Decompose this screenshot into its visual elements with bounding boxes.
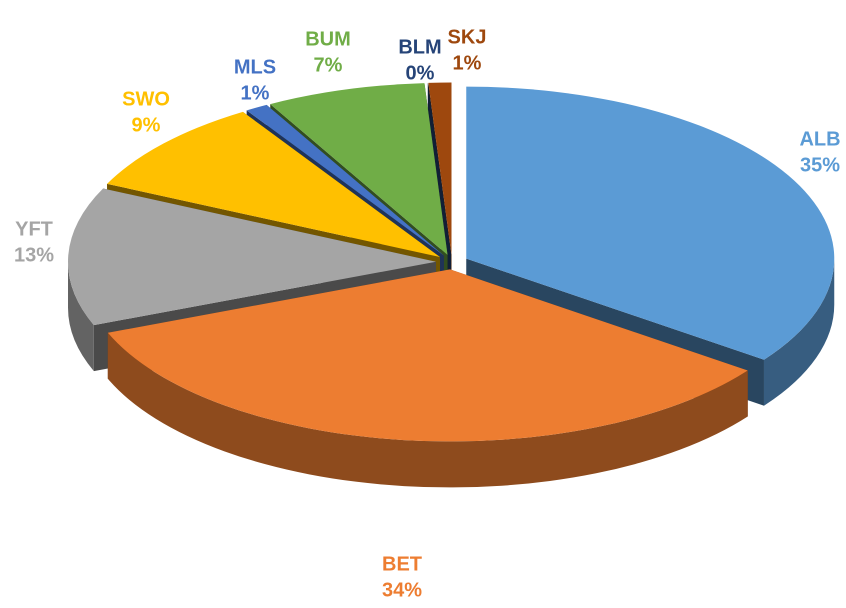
- label-value: 1%: [241, 82, 270, 104]
- label-name: BLM: [398, 36, 441, 58]
- label-value: 1%: [453, 52, 482, 74]
- slice-wall: [763, 258, 835, 406]
- label-value: 0%: [406, 62, 435, 84]
- label-value: 35%: [800, 154, 840, 176]
- slice-top: [68, 188, 437, 326]
- label-name: SWO: [122, 88, 170, 110]
- label-name: BUM: [305, 28, 351, 50]
- label-value: 13%: [14, 244, 54, 266]
- label-name: ALB: [799, 128, 840, 150]
- label-value: 34%: [382, 579, 422, 601]
- label-value: 7%: [314, 54, 343, 76]
- label-name: YFT: [15, 218, 53, 240]
- slice-top: [270, 83, 448, 255]
- slice-top: [466, 86, 835, 360]
- slice: [107, 269, 748, 488]
- slice-top: [246, 104, 444, 256]
- slice-top: [427, 82, 451, 255]
- slice-top: [107, 269, 748, 442]
- slice-wall: [68, 261, 94, 372]
- slice-top: [107, 111, 440, 258]
- slice-wall: [107, 332, 748, 488]
- slice-top: [428, 82, 452, 255]
- label-name: SKJ: [448, 26, 487, 48]
- label-name: BET: [382, 553, 422, 575]
- label-value: 9%: [132, 114, 161, 136]
- label-name: MLS: [234, 56, 276, 78]
